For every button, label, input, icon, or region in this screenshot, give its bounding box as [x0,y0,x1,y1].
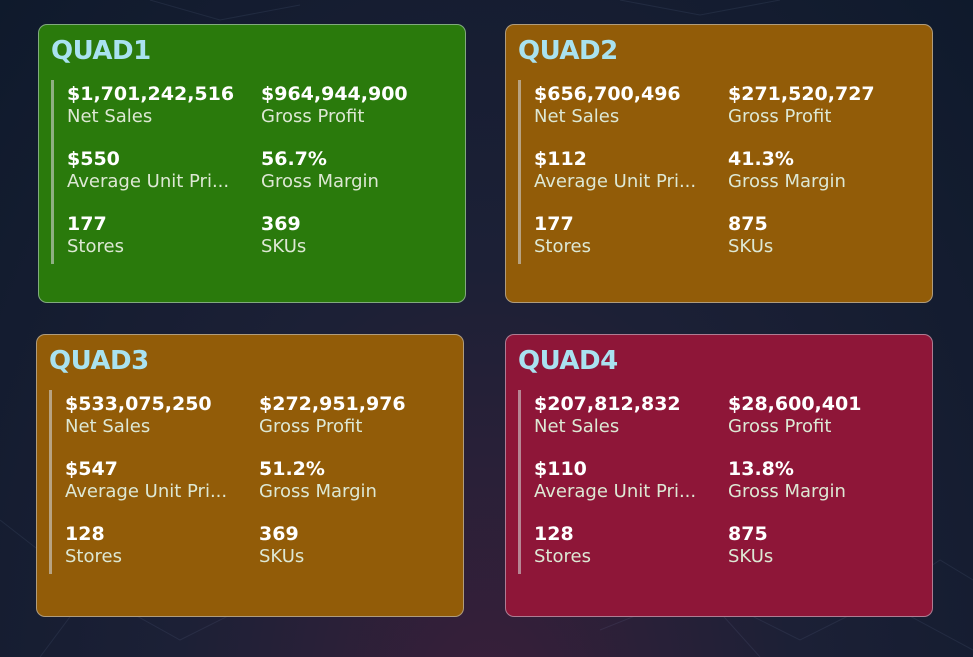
metric-label: Gross Margin [261,171,379,192]
metric-label: Average Unit Pri... [65,481,228,502]
metric-label: SKUs [728,236,774,257]
metric-value: $28,600,401 [728,393,862,415]
metric-value: $533,075,250 [65,393,212,415]
metric-divider [51,80,54,264]
metric-label: SKUs [259,546,305,567]
metric-value: 177 [67,213,107,235]
metric-value: $656,700,496 [534,83,681,105]
quad3-title: QUAD3 [49,346,149,376]
metric-value: 128 [534,523,574,545]
metric-label: Gross Profit [259,416,363,437]
stores-metric: 128 Stores [65,522,250,568]
metric-label: Average Unit Pri... [67,171,230,192]
average-unit-price-metric: $112 Average Unit Pri... [534,147,719,193]
quad4-title: QUAD4 [518,346,618,376]
stores-metric: 177 Stores [534,212,719,258]
metric-value: 875 [728,213,768,235]
metric-value: 51.2% [259,458,325,480]
gross-profit-metric: $271,520,727 Gross Profit [728,82,913,128]
metric-value: 128 [65,523,105,545]
quad1-card: QUAD1 $1,701,242,516 Net Sales $964,944,… [38,24,466,303]
gross-profit-metric: $28,600,401 Gross Profit [728,392,913,438]
skus-metric: 875 SKUs [728,522,913,568]
net-sales-metric: $533,075,250 Net Sales [65,392,250,438]
metric-label: Stores [65,546,122,567]
metric-label: Stores [534,236,591,257]
stores-metric: 128 Stores [534,522,719,568]
metric-label: Net Sales [67,106,153,127]
gross-profit-metric: $272,951,976 Gross Profit [259,392,444,438]
skus-metric: 875 SKUs [728,212,913,258]
metric-value: $547 [65,458,118,480]
metric-label: Average Unit Pri... [534,481,697,502]
metric-value: $964,944,900 [261,83,408,105]
metric-value: 41.3% [728,148,794,170]
stores-metric: 177 Stores [67,212,252,258]
metric-label: Net Sales [65,416,151,437]
metric-label: Gross Margin [259,481,377,502]
metric-value: $1,701,242,516 [67,83,235,105]
metric-value: 369 [259,523,299,545]
metric-divider [49,390,52,574]
average-unit-price-metric: $547 Average Unit Pri... [65,457,250,503]
metric-value: 56.7% [261,148,327,170]
metric-label: Gross Margin [728,481,846,502]
net-sales-metric: $207,812,832 Net Sales [534,392,719,438]
gross-margin-metric: 51.2% Gross Margin [259,457,444,503]
metric-value: $272,951,976 [259,393,406,415]
metric-value: $110 [534,458,587,480]
metric-value: $271,520,727 [728,83,875,105]
quad2-title: QUAD2 [518,36,618,66]
metric-label: SKUs [728,546,774,567]
metric-value: 369 [261,213,301,235]
average-unit-price-metric: $550 Average Unit Pri... [67,147,252,193]
metric-label: SKUs [261,236,307,257]
metric-divider [518,390,521,574]
metric-label: Gross Profit [728,106,832,127]
metric-value: $207,812,832 [534,393,681,415]
quad4-card: QUAD4 $207,812,832 Net Sales $28,600,401… [505,334,933,617]
metric-value: $112 [534,148,587,170]
quad3-card: QUAD3 $533,075,250 Net Sales $272,951,97… [36,334,464,617]
average-unit-price-metric: $110 Average Unit Pri... [534,457,719,503]
metric-label: Gross Profit [728,416,832,437]
skus-metric: 369 SKUs [261,212,446,258]
metric-label: Net Sales [534,106,620,127]
gross-margin-metric: 56.7% Gross Margin [261,147,446,193]
metric-label: Stores [67,236,124,257]
metric-label: Net Sales [534,416,620,437]
gross-margin-metric: 13.8% Gross Margin [728,457,913,503]
metric-value: 177 [534,213,574,235]
metric-label: Average Unit Pri... [534,171,697,192]
quad2-card: QUAD2 $656,700,496 Net Sales $271,520,72… [505,24,933,303]
metric-value: 13.8% [728,458,794,480]
metric-divider [518,80,521,264]
net-sales-metric: $1,701,242,516 Net Sales [67,82,252,128]
skus-metric: 369 SKUs [259,522,444,568]
metric-label: Gross Margin [728,171,846,192]
quad1-title: QUAD1 [51,36,151,66]
metric-value: 875 [728,523,768,545]
gross-profit-metric: $964,944,900 Gross Profit [261,82,446,128]
metric-value: $550 [67,148,120,170]
metric-label: Stores [534,546,591,567]
net-sales-metric: $656,700,496 Net Sales [534,82,719,128]
gross-margin-metric: 41.3% Gross Margin [728,147,913,193]
metric-label: Gross Profit [261,106,365,127]
